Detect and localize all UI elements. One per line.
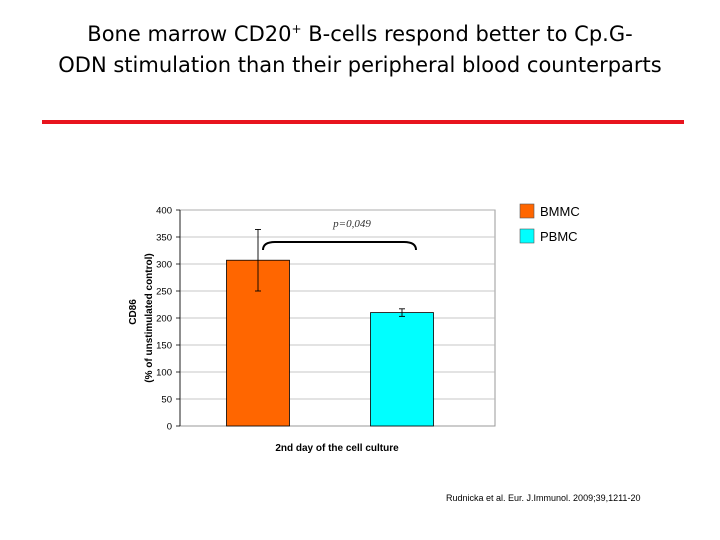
slide-title: Bone marrow CD20+ B-cells respond better… (10, 14, 710, 81)
y-tick-label: 300 (156, 260, 172, 271)
title-line2: ODN stimulation than their peripheral bl… (58, 53, 662, 77)
y-axis-label-line2: (% of unstimulated control) (144, 253, 155, 382)
legend-label-pbmc: PBMC (540, 229, 578, 244)
title-part1: Bone marrow CD20 (87, 22, 292, 46)
legend-swatch-bmmc (519, 203, 535, 219)
y-tick-label: 350 (156, 233, 172, 244)
significance-bracket (262, 241, 417, 251)
legend-swatch-pbmc (519, 228, 535, 244)
x-axis-label: 2nd day of the cell culture (275, 443, 399, 454)
y-tick-label: 50 (161, 395, 172, 406)
y-tick-label: 100 (156, 368, 172, 379)
y-tick-label: 150 (156, 341, 172, 352)
legend-label-bmmc: BMMC (540, 204, 580, 219)
y-tick-label: 0 (167, 422, 172, 433)
citation: Rudnicka et al. Eur. J.Immunol. 2009;39,… (446, 493, 641, 503)
y-axis-label-line1: CD86 (128, 299, 139, 325)
title-part2: B-cells respond better to Cp.G- (301, 22, 633, 46)
y-tick-label: 400 (156, 206, 172, 217)
title-superscript: + (291, 22, 302, 36)
title-divider (42, 120, 684, 124)
y-tick-label: 200 (156, 314, 172, 325)
bar-pbmc (370, 312, 434, 427)
p-value-annotation: p=0,049 (332, 218, 371, 230)
y-tick-label: 250 (156, 287, 172, 298)
